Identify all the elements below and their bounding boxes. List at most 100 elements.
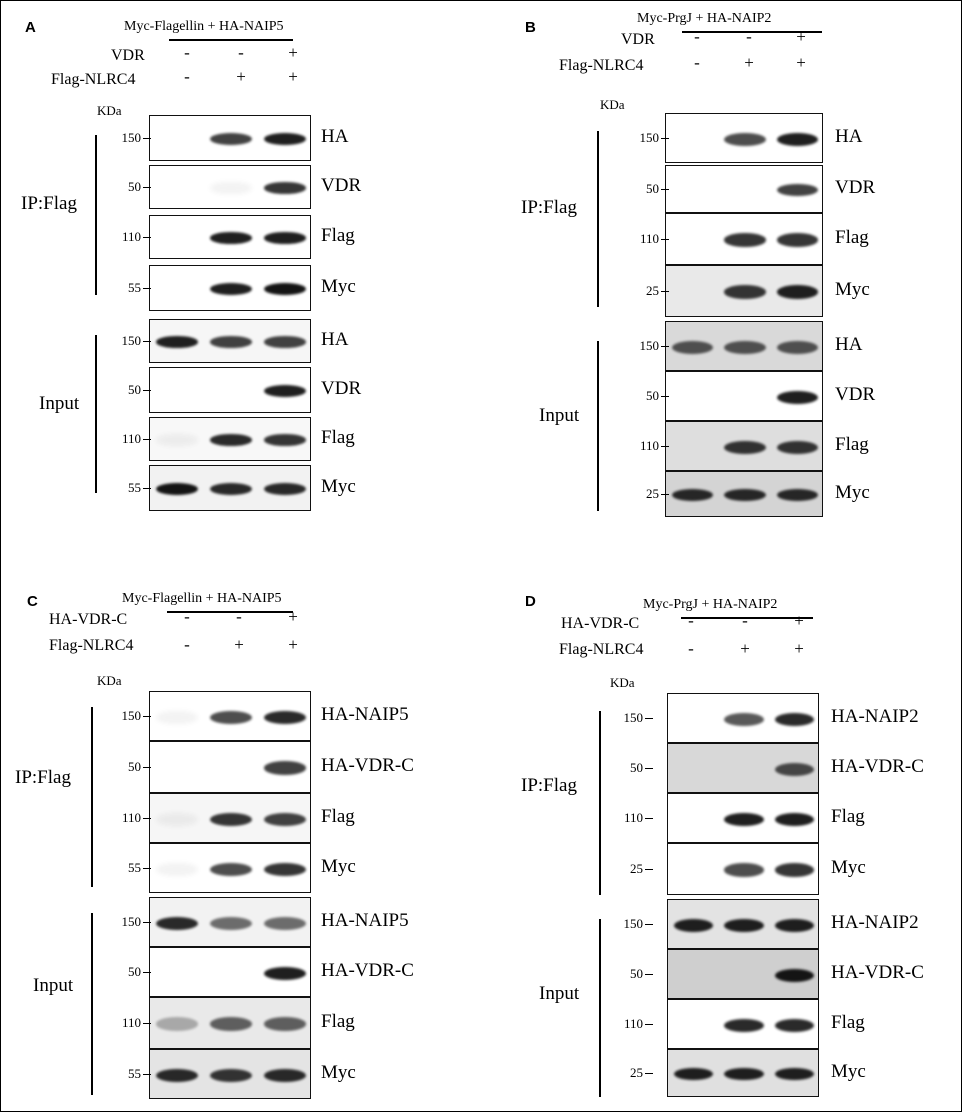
mw-marker: 110: [121, 810, 141, 825]
blot-panel: [665, 321, 823, 371]
mw-marker: 50: [128, 179, 141, 194]
antibody-label: HA-NAIP2: [831, 706, 919, 727]
protein-band: [671, 489, 713, 501]
protein-band: [155, 483, 199, 495]
mw-marker: 150: [623, 710, 644, 725]
protein-band: [263, 862, 307, 876]
protein-band: [209, 1017, 253, 1031]
protein-band: [673, 918, 714, 932]
protein-band: [209, 483, 253, 495]
protein-band: [263, 1017, 307, 1031]
protein-band: [209, 812, 253, 826]
antibody-label: Myc: [835, 482, 870, 503]
antibody-label: HA-VDR-C: [831, 756, 924, 777]
antibody-label: Myc: [831, 857, 866, 878]
condition-label: VDR: [621, 31, 655, 48]
condition-sign: -: [184, 43, 190, 62]
mw-tick: [143, 237, 151, 238]
protein-band: [774, 863, 815, 877]
mw-tick: [143, 1023, 151, 1024]
protein-band: [671, 340, 713, 354]
group-label: Input: [33, 975, 74, 996]
protein-band: [724, 812, 764, 826]
group-bracket: [599, 711, 601, 895]
blot-panel: [149, 997, 311, 1049]
blot-panel: [149, 115, 311, 161]
mw-marker: 55: [128, 280, 141, 295]
protein-band: [724, 1067, 764, 1081]
antibody-label: HA-VDR-C: [321, 755, 414, 776]
condition-sign: -: [184, 635, 190, 654]
blot-panel: [149, 691, 311, 741]
blot-panel: [149, 165, 311, 209]
mw-tick: [143, 972, 151, 973]
mw-marker: 150: [121, 914, 142, 929]
condition-sign: -: [694, 53, 700, 72]
antibody-label: HA-NAIP5: [321, 910, 409, 931]
group-bracket: [597, 341, 599, 511]
mw-tick: [661, 239, 669, 240]
antibody-label: Flag: [321, 427, 355, 448]
mw-tick: [661, 396, 669, 397]
protein-band: [209, 916, 253, 930]
mw-tick: [143, 488, 151, 489]
mw-marker: 55: [128, 860, 141, 875]
protein-band: [724, 132, 766, 146]
protein-band: [724, 712, 764, 726]
mw-marker: 25: [630, 1065, 643, 1080]
mw-marker: 25: [646, 486, 659, 501]
antibody-label: Flag: [835, 434, 869, 455]
condition-sign: +: [288, 635, 298, 654]
protein-band: [263, 133, 307, 145]
blot-panel: [149, 793, 311, 843]
mw-marker: 150: [121, 333, 142, 348]
group-bracket: [597, 131, 599, 307]
condition-sign: -: [746, 27, 752, 46]
protein-band: [155, 862, 199, 876]
blot-panel: [665, 213, 823, 265]
protein-band: [774, 1018, 815, 1032]
protein-band: [777, 285, 819, 299]
protein-band: [155, 1017, 199, 1031]
panel-header: Myc-PrgJ + HA-NAIP2: [637, 11, 772, 26]
blot-panel: [667, 949, 819, 999]
antibody-label: VDR: [321, 378, 362, 399]
blot-panel: [667, 843, 819, 895]
blot-panel: [149, 215, 311, 259]
blot-panel: [665, 471, 823, 517]
blot-panel: [149, 741, 311, 793]
antibody-label: HA: [321, 329, 349, 350]
protein-band: [155, 336, 199, 348]
protein-band: [724, 340, 766, 354]
blot-panel: [149, 319, 311, 363]
mw-tick: [661, 291, 669, 292]
group-label: Input: [539, 405, 580, 426]
protein-band: [263, 761, 307, 775]
protein-band: [263, 483, 307, 495]
mw-tick: [143, 922, 151, 923]
protein-band: [724, 489, 766, 501]
kda-label: KDa: [97, 103, 122, 118]
blot-panel: [665, 371, 823, 421]
condition-label: HA-VDR-C: [49, 611, 128, 628]
group-bracket: [599, 919, 601, 1097]
panel-header: Myc-Flagellin + HA-NAIP5: [122, 591, 282, 606]
protein-band: [777, 489, 819, 501]
mw-marker: 50: [128, 759, 141, 774]
protein-band: [155, 710, 199, 724]
mw-tick: [143, 439, 151, 440]
protein-band: [263, 283, 307, 295]
group-bracket: [91, 707, 93, 887]
mw-marker: 50: [646, 388, 659, 403]
protein-band: [263, 232, 307, 244]
mw-marker: 150: [121, 130, 142, 145]
protein-band: [673, 1067, 714, 1081]
mw-tick: [143, 187, 151, 188]
condition-sign: +: [744, 53, 754, 72]
protein-band: [774, 1067, 815, 1081]
antibody-label: Flag: [321, 806, 355, 827]
mw-marker: 150: [623, 916, 644, 931]
mw-tick: [645, 818, 653, 819]
protein-band: [777, 440, 819, 454]
